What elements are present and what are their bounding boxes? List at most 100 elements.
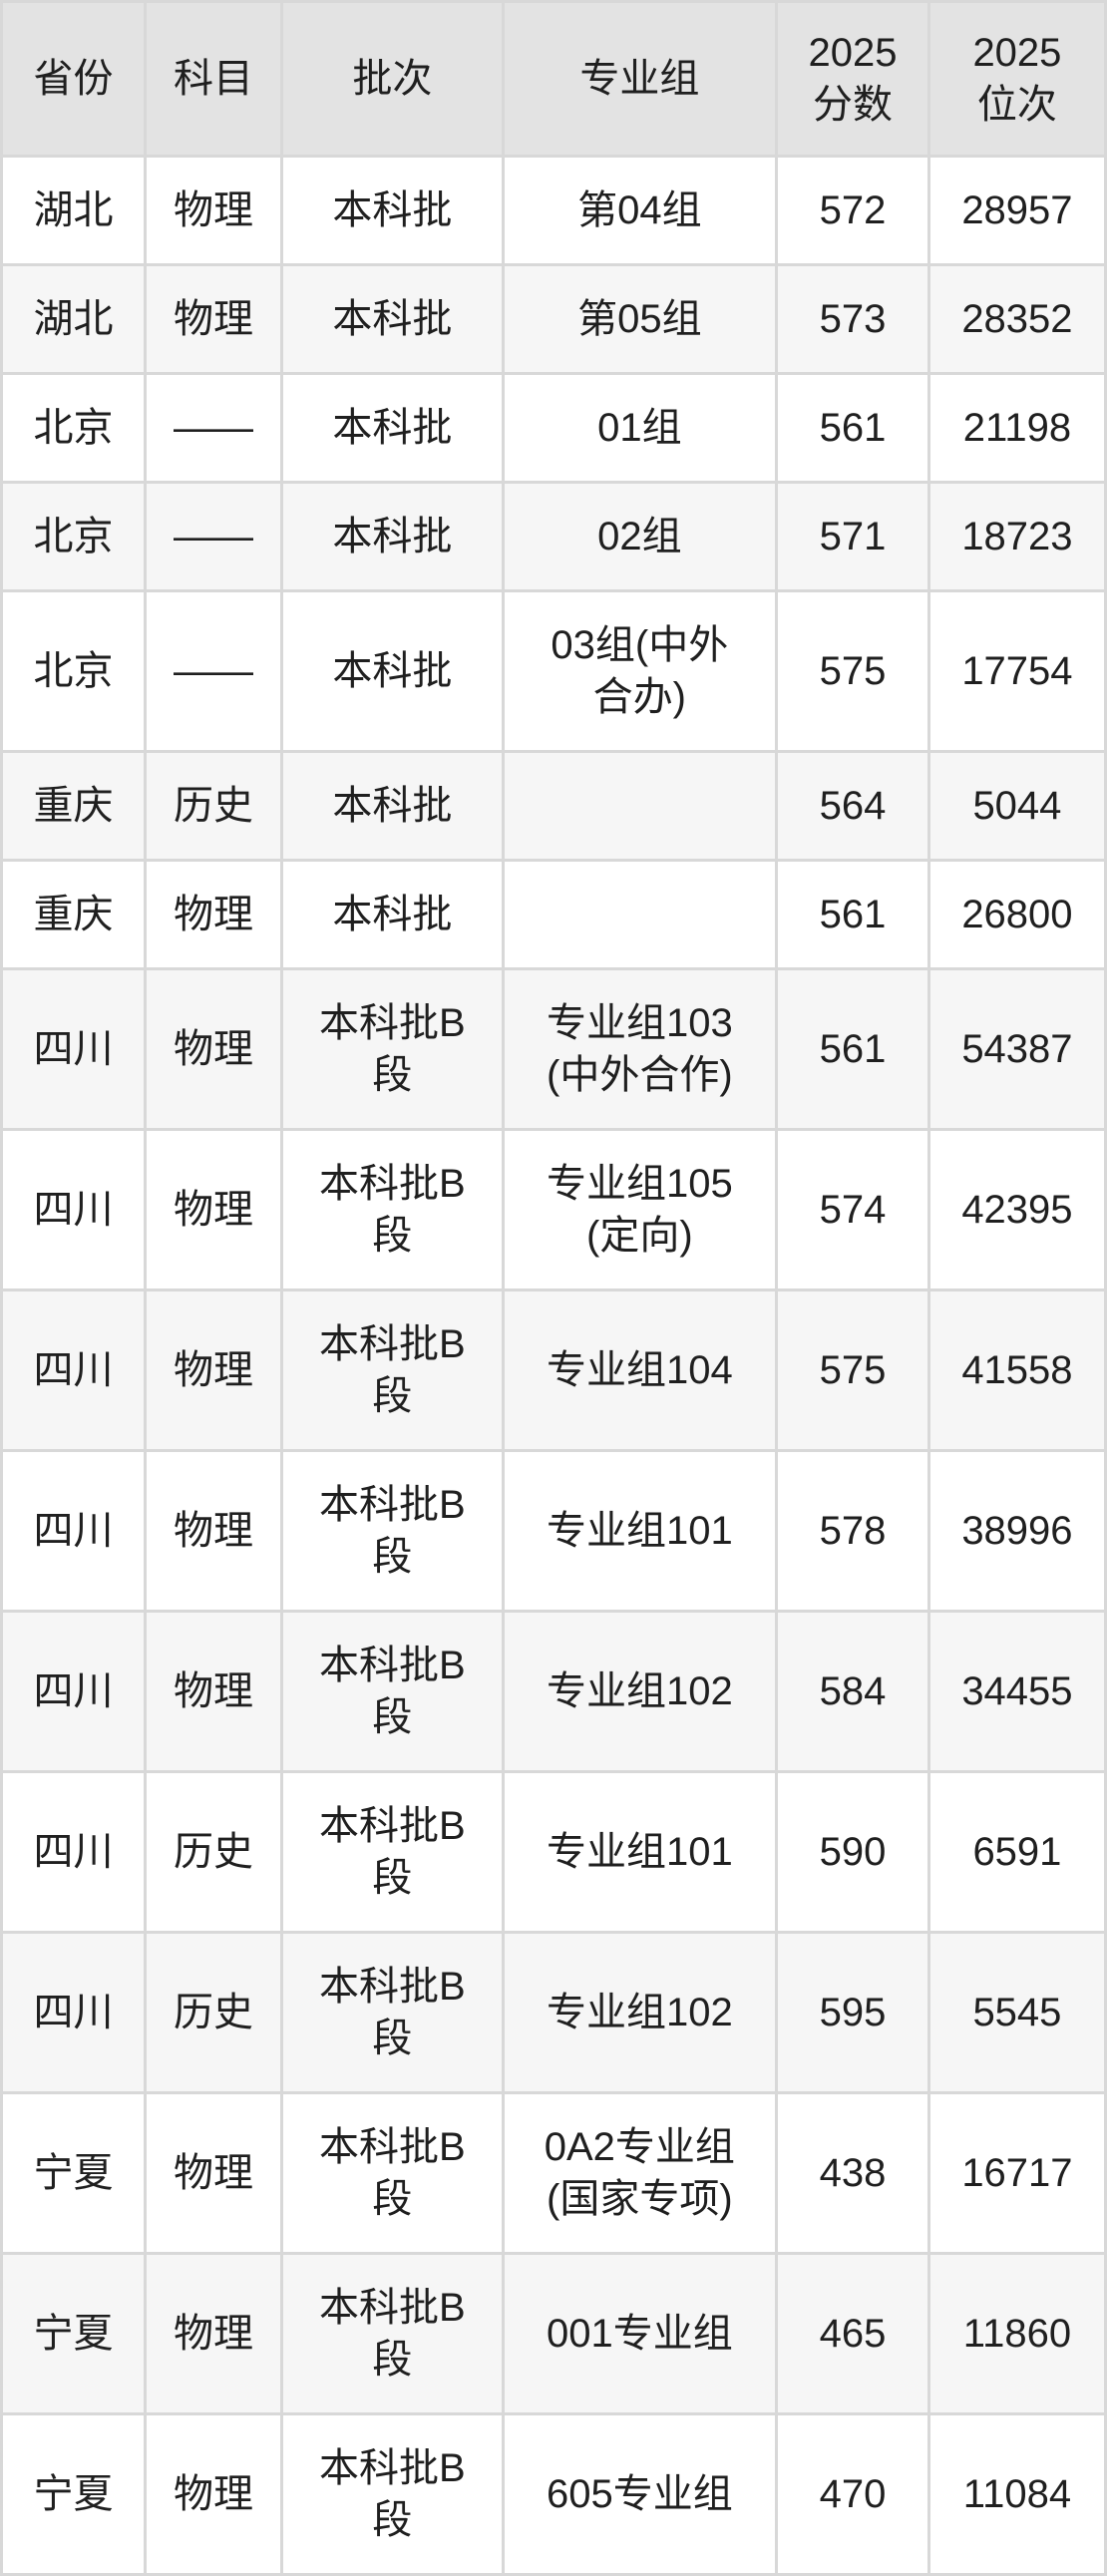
table-cell-subject: 物理	[143, 2412, 284, 2576]
table-cell-rank2025: 54387	[926, 967, 1107, 1131]
table-cell-batch: 本科批B 段	[280, 1288, 505, 1452]
table-row: 四川 物理 本科批B 段专业组101 578 38996	[0, 1449, 1107, 1613]
table-cell-rank2025: 28352	[926, 263, 1107, 375]
table-cell-batch: 本科批B 段	[280, 1449, 505, 1613]
table-cell-score2025: 574	[775, 1128, 930, 1291]
table-cell-score2025: 561	[775, 859, 930, 970]
table-cell-rank2025: 11860	[926, 2252, 1107, 2415]
table-cell-score2025: 595	[775, 1931, 930, 2094]
table-cell-province: 四川	[0, 1770, 147, 1934]
table-cell-province: 北京	[0, 372, 147, 484]
table-cell-group: 01组	[501, 372, 779, 484]
column-header-group: 专业组	[501, 0, 779, 158]
table-cell-batch: 本科批B 段	[280, 1610, 505, 1773]
table-cell-rank2025: 11084	[926, 2412, 1107, 2576]
table-cell-rank2025: 28957	[926, 155, 1107, 266]
table-cell-subject: 物理	[143, 263, 284, 375]
table-cell-subject: 物理	[143, 2252, 284, 2415]
table-cell-group: 专业组102	[501, 1931, 779, 2094]
table-cell-province: 湖北	[0, 155, 147, 266]
table-row: 北京 —— 本科批 02组 571 18723	[0, 481, 1107, 592]
table-cell-score2025: 578	[775, 1449, 930, 1613]
table-cell-group	[501, 859, 779, 970]
table-cell-group: 03组(中外 合办)	[501, 589, 779, 753]
table-cell-rank2025: 18723	[926, 481, 1107, 592]
table-cell-batch: 本科批	[280, 750, 505, 862]
table-cell-group: 专业组103 (中外合作)	[501, 967, 779, 1131]
table-cell-subject: 物理	[143, 1128, 284, 1291]
table-row: 重庆 历史 本科批 564 5044	[0, 750, 1107, 862]
column-header-rank-2025: 2025 位次	[926, 0, 1107, 158]
table-row: 宁夏 物理 本科批B 段 605专业组 470 11084	[0, 2412, 1107, 2576]
table-cell-batch: 本科批B 段	[280, 1770, 505, 1934]
table-cell-rank2025: 38996	[926, 1449, 1107, 1613]
table-row: 北京 —— 本科批 01组 561 21198	[0, 372, 1107, 484]
table-cell-group	[501, 750, 779, 862]
table-cell-province: 四川	[0, 1288, 147, 1452]
table-cell-subject: 物理	[143, 155, 284, 266]
table-cell-rank2025: 34455	[926, 1610, 1107, 1773]
table-row: 四川 物理 本科批B 段专业组102 584 34455	[0, 1610, 1107, 1773]
table-cell-score2025: 584	[775, 1610, 930, 1773]
table-cell-subject: ——	[143, 481, 284, 592]
table-cell-score2025: 575	[775, 589, 930, 753]
column-header-batch: 批次	[280, 0, 505, 158]
table-cell-score2025: 564	[775, 750, 930, 862]
table-row: 四川 历史 本科批B 段专业组101 590 6591	[0, 1770, 1107, 1934]
table-cell-group: 专业组104	[501, 1288, 779, 1452]
table-cell-batch: 本科批	[280, 589, 505, 753]
table-cell-province: 重庆	[0, 859, 147, 970]
table-row: 重庆 物理 本科批 561 26800	[0, 859, 1107, 970]
table-cell-subject: 历史	[143, 1931, 284, 2094]
table-cell-province: 重庆	[0, 750, 147, 862]
table-cell-group: 专业组102	[501, 1610, 779, 1773]
table-cell-subject: 物理	[143, 2091, 284, 2255]
table-row: 四川 物理 本科批B 段专业组103 (中外合作) 561 54387	[0, 967, 1107, 1131]
table-cell-province: 宁夏	[0, 2412, 147, 2576]
table-cell-province: 四川	[0, 1128, 147, 1291]
table-cell-subject: ——	[143, 372, 284, 484]
table-cell-batch: 本科批B 段	[280, 2091, 505, 2255]
table-cell-rank2025: 16717	[926, 2091, 1107, 2255]
table-cell-province: 四川	[0, 1449, 147, 1613]
table-cell-rank2025: 17754	[926, 589, 1107, 753]
table-cell-score2025: 590	[775, 1770, 930, 1934]
table-cell-rank2025: 6591	[926, 1770, 1107, 1934]
table-cell-rank2025: 41558	[926, 1288, 1107, 1452]
table-cell-subject: 物理	[143, 1449, 284, 1613]
table-cell-batch: 本科批	[280, 481, 505, 592]
table-cell-score2025: 561	[775, 967, 930, 1131]
table-header-row: 省份 科目 批次 专业组 2025 分数 2025 位次	[0, 0, 1107, 158]
column-header-subject: 科目	[143, 0, 284, 158]
table-cell-score2025: 571	[775, 481, 930, 592]
table-cell-province: 湖北	[0, 263, 147, 375]
table-cell-group: 605专业组	[501, 2412, 779, 2576]
table-cell-group: 专业组101	[501, 1770, 779, 1934]
table-cell-subject: ——	[143, 589, 284, 753]
table-cell-subject: 物理	[143, 1610, 284, 1773]
table-cell-group: 0A2专业组 (国家专项)	[501, 2091, 779, 2255]
table-cell-subject: 物理	[143, 967, 284, 1131]
table-row: 湖北 物理 本科批 第05组 573 28352	[0, 263, 1107, 375]
table-cell-score2025: 572	[775, 155, 930, 266]
table-cell-province: 四川	[0, 1610, 147, 1773]
table-row: 四川 物理 本科批B 段专业组105 (定向) 574 42395	[0, 1128, 1107, 1291]
table-cell-score2025: 470	[775, 2412, 930, 2576]
table-cell-subject: 历史	[143, 1770, 284, 1934]
table-cell-rank2025: 26800	[926, 859, 1107, 970]
table-cell-score2025: 561	[775, 372, 930, 484]
table-row: 北京 —— 本科批 03组(中外 合办) 575 17754	[0, 589, 1107, 753]
column-header-province: 省份	[0, 0, 147, 158]
table-cell-group: 专业组101	[501, 1449, 779, 1613]
table-cell-group: 第05组	[501, 263, 779, 375]
table-cell-group: 001专业组	[501, 2252, 779, 2415]
table-cell-score2025: 573	[775, 263, 930, 375]
table-cell-batch: 本科批B 段	[280, 1128, 505, 1291]
table-cell-subject: 历史	[143, 750, 284, 862]
table-cell-batch: 本科批B 段	[280, 967, 505, 1131]
table-cell-province: 四川	[0, 1931, 147, 2094]
table-cell-province: 宁夏	[0, 2091, 147, 2255]
table-cell-province: 宁夏	[0, 2252, 147, 2415]
